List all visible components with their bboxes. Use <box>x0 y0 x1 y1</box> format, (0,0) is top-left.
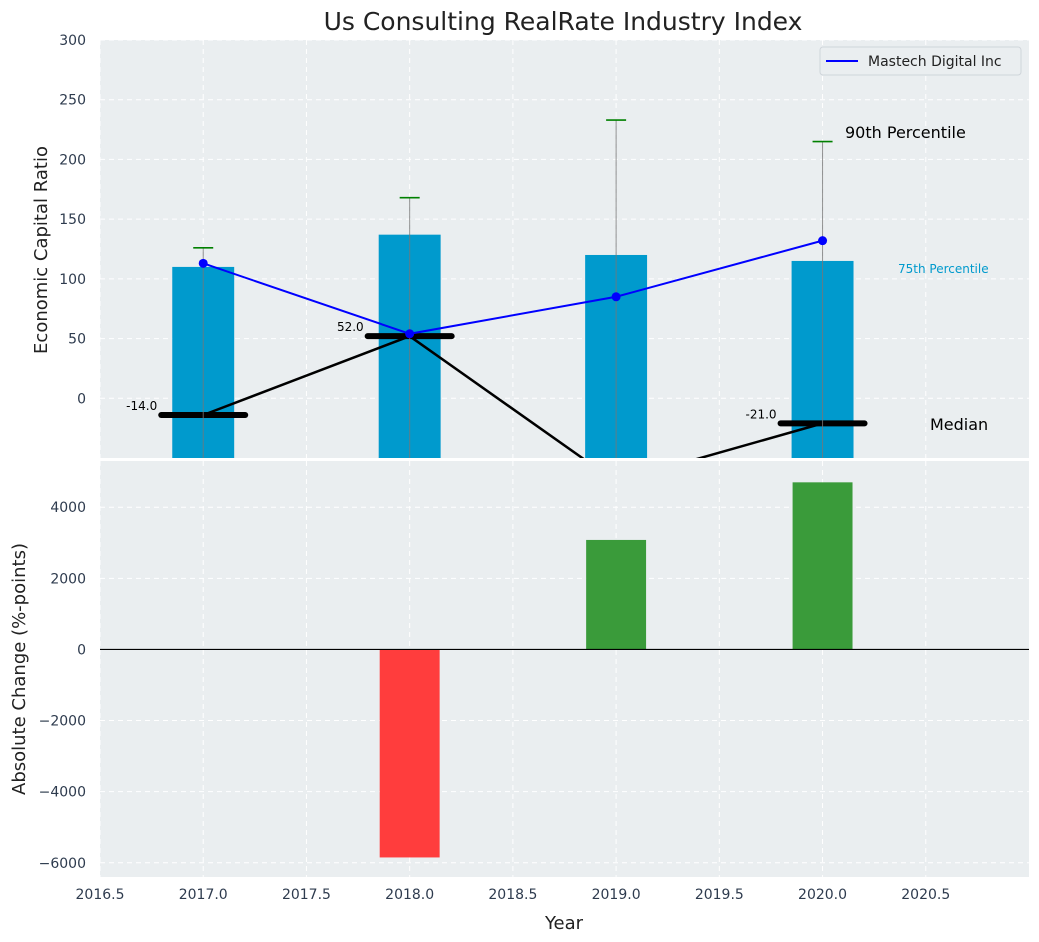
x-tick-label: 2020.5 <box>901 887 950 903</box>
top-y-tick-label: 100 <box>59 272 86 288</box>
whisker-layer <box>193 119 833 458</box>
top-y-axis-label: Economic Capital Ratio <box>31 146 52 354</box>
series-point <box>405 329 415 339</box>
top-y-tick-label: 300 <box>59 33 86 49</box>
x-tick-label: 2017.0 <box>179 887 228 903</box>
series-line <box>202 239 823 335</box>
series-point <box>611 292 621 302</box>
bottom-y-tick-label: 4000 <box>50 500 86 516</box>
annotation-90th-percentile: 90th Percentile <box>845 123 966 142</box>
annotation-median: Median <box>930 415 988 434</box>
chart-title: Us Consulting RealRate Industry Index <box>324 7 803 36</box>
x-tick-label: 2020.0 <box>798 887 847 903</box>
median-line <box>202 334 823 458</box>
top-y-tick-label: 200 <box>59 152 86 168</box>
series-point <box>818 236 828 246</box>
top-y-tick-label: 50 <box>68 332 86 348</box>
series-line-layer <box>198 236 828 339</box>
legend-box <box>819 46 1022 76</box>
x-ticks: 2016.5 2017.0 2017.5 2018.0 2018.5 2019.0 2019… <box>76 887 951 903</box>
legend-label: Mastech Digital Inc <box>868 54 1002 70</box>
bottom-y-tick-label: 0 <box>77 642 86 658</box>
legend: Mastech Digital Inc <box>819 46 1022 76</box>
bottom-y-ticks: −6000 −4000 −2000 0 2000 4000 <box>39 500 86 872</box>
x-tick-label: 2018.0 <box>385 887 434 903</box>
bottom-y-tick-label: 2000 <box>50 571 86 587</box>
bottom-y-tick-label: −6000 <box>39 856 86 872</box>
bottom-bars <box>379 482 853 858</box>
change-bar <box>379 649 440 858</box>
bottom-y-tick-label: −4000 <box>39 785 86 801</box>
median-value-label: 52.0 <box>337 320 364 334</box>
median-value-label: -14.0 <box>126 399 157 413</box>
bottom-y-tick-label: −2000 <box>39 714 86 730</box>
top-plot-area <box>100 40 1029 458</box>
annotation-75th-percentile: 75th Percentile <box>898 262 989 276</box>
top-y-tick-label: 0 <box>77 391 86 407</box>
x-tick-label: 2018.5 <box>488 887 537 903</box>
bottom-y-axis-label: Absolute Change (%-points) <box>9 543 30 795</box>
median-value-label: -21.0 <box>745 407 776 421</box>
top-y-tick-label: 150 <box>59 212 86 228</box>
x-tick-label: 2019.0 <box>592 887 641 903</box>
series-point <box>198 258 208 268</box>
x-axis-label: Year <box>544 913 584 934</box>
top-y-ticks: 0 50 100 150 200 250 300 <box>59 33 86 407</box>
x-tick-label: 2019.5 <box>695 887 744 903</box>
change-bar <box>792 482 853 650</box>
bottom-plot-area <box>100 461 1029 877</box>
x-tick-label: 2017.5 <box>282 887 331 903</box>
x-tick-label: 2016.5 <box>76 887 125 903</box>
top-y-tick-label: 250 <box>59 93 86 109</box>
change-bar <box>586 539 647 650</box>
